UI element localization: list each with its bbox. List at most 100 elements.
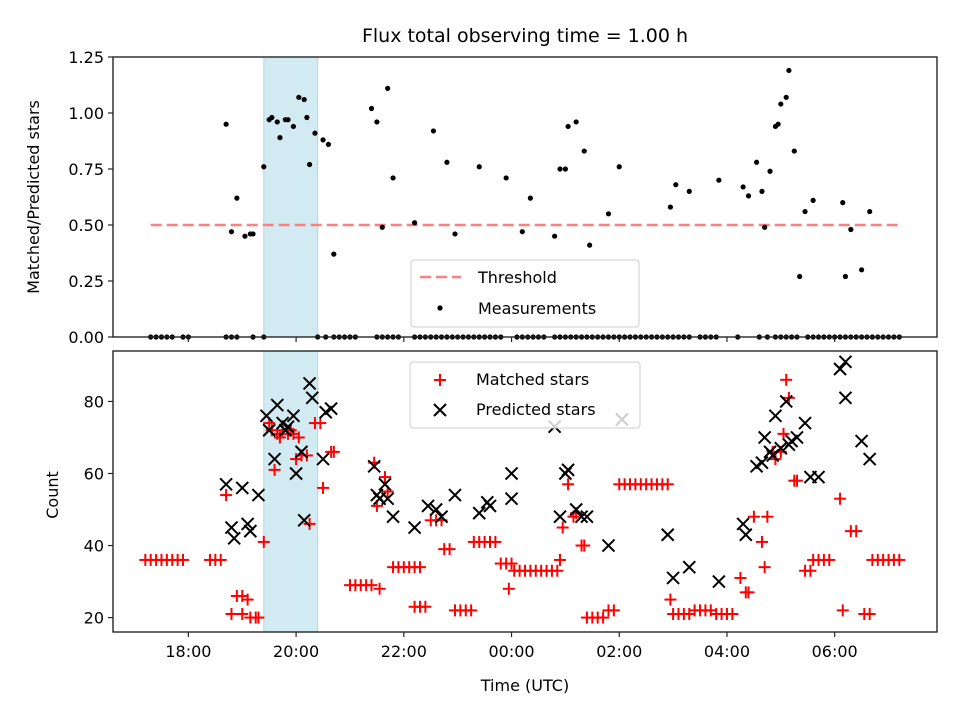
measurement-point	[848, 226, 854, 233]
highlight-band-top	[263, 56, 319, 338]
predicted-star-point	[838, 391, 853, 405]
matched-star-point	[252, 611, 265, 624]
predicted-star-point	[286, 409, 301, 423]
predicted-star-point	[386, 510, 400, 524]
y-tick-label: 20	[84, 609, 104, 628]
measurement-point	[385, 85, 391, 91]
top-panel: 0.00 0.25 0.50 0.75 1.00 1.25 Matched/Predict…	[24, 48, 938, 347]
matched-star-point	[790, 474, 803, 487]
matched-star-point	[823, 553, 836, 566]
measurement-point	[552, 233, 558, 239]
matched-star-point	[465, 604, 478, 617]
matched-star-point	[734, 571, 747, 584]
measurement-point	[304, 114, 310, 121]
measurement-point	[791, 148, 797, 154]
measurement-point	[290, 123, 297, 130]
bottom-panel: 20 40 60 80 18:00 20:00 22:00 00:00 02:00 04:00 0…	[43, 350, 938, 695]
matched-star-point	[556, 521, 569, 534]
measurement-point	[562, 166, 568, 172]
measurement-point	[250, 231, 256, 237]
predicted-star-point	[504, 466, 519, 481]
x-tick-label: 02:00	[596, 642, 642, 661]
x-tick-label: 04:00	[704, 642, 750, 661]
x-tick-label: 06:00	[812, 642, 858, 661]
measurement-point	[274, 119, 280, 125]
predicted-star-point	[553, 510, 567, 524]
chart-title: Flux total observing time = 1.00 h	[362, 25, 688, 47]
predicted-stars-series	[219, 355, 877, 589]
top-legend: Threshold Measurements	[410, 259, 640, 328]
matched-star-point	[664, 593, 677, 606]
measurement-point	[797, 273, 803, 280]
matched-star-point	[489, 535, 502, 548]
matched-star-point	[893, 553, 906, 566]
matched-star-point	[303, 517, 316, 530]
predicted-star-point	[561, 463, 575, 477]
measurement-point	[667, 204, 674, 210]
measurement-point	[430, 128, 437, 134]
predicted-star-point	[574, 510, 589, 524]
y-tick-label: 0.75	[68, 160, 104, 179]
bottom-legend: Matched stars Predicted stars	[409, 361, 641, 429]
y-tick-label: 1.25	[68, 48, 104, 67]
x-axis-label: Time (UTC)	[480, 676, 569, 695]
measurements-series	[148, 67, 902, 340]
measurement-point	[476, 164, 482, 170]
matched-star-point	[502, 582, 515, 595]
measurement-point	[783, 94, 789, 100]
measurement-point	[573, 119, 579, 125]
bottom-x-ticks: 18:00 20:00 22:00 00:00 02:00 04:00 06:00	[165, 632, 858, 661]
measurement-point	[368, 105, 375, 112]
predicted-star-point	[294, 445, 309, 459]
matched-star-point	[562, 478, 575, 491]
predicted-star-point	[739, 528, 753, 542]
measurement-point	[753, 159, 760, 165]
predicted-star-point	[811, 470, 826, 484]
matched-star-point	[317, 481, 330, 494]
matched-star-point	[257, 535, 270, 548]
predicted-star-point	[682, 560, 696, 574]
predicted-star-point	[779, 394, 793, 409]
matched-star-point	[214, 553, 227, 566]
measurement-point	[301, 96, 307, 103]
predicted-star-point	[224, 520, 239, 535]
bottom-y-ticks: 20 40 60 80	[84, 392, 113, 628]
predicted-star-point	[448, 488, 462, 502]
x-tick-label: 20:00	[273, 642, 319, 661]
matched-star-point	[850, 525, 863, 538]
predicted-star-point	[504, 491, 519, 506]
predicted-star-point	[712, 574, 726, 589]
bottom-y-axis-label: Count	[43, 471, 62, 519]
matched-star-point	[780, 373, 793, 386]
predicted-star-point	[235, 481, 249, 495]
measurement-point	[767, 168, 773, 174]
matched-star-point	[551, 564, 564, 577]
predicted-star-point	[262, 423, 276, 437]
measurement-point	[740, 184, 746, 190]
predicted-star-point	[316, 452, 330, 466]
measurement-point	[390, 175, 396, 181]
predicted-star-point	[289, 466, 303, 481]
measurement-point	[616, 164, 622, 170]
measurement-point	[519, 229, 525, 235]
measurement-point	[716, 177, 722, 183]
measurement-point	[452, 231, 458, 237]
bottom-legend-frame	[409, 361, 641, 429]
measurement-point	[762, 224, 768, 230]
predicted-stars-legend-label: Predicted stars	[476, 400, 596, 419]
x-tick-label: 00:00	[488, 642, 534, 661]
matched-star-point	[505, 557, 518, 570]
predicted-star-point	[862, 452, 877, 466]
matched-star-point	[726, 607, 739, 620]
matched-star-point	[236, 607, 249, 620]
matched-star-point	[804, 564, 817, 577]
matched-star-point	[761, 510, 774, 523]
predicted-star-point	[407, 520, 422, 535]
matched-star-point	[607, 604, 620, 617]
highlight-band-bottom	[263, 350, 319, 633]
measurement-point	[802, 208, 808, 215]
predicted-star-point	[421, 499, 435, 513]
predicted-star-point	[434, 510, 449, 524]
measurement-point	[234, 195, 240, 201]
y-tick-label: 80	[84, 392, 104, 411]
